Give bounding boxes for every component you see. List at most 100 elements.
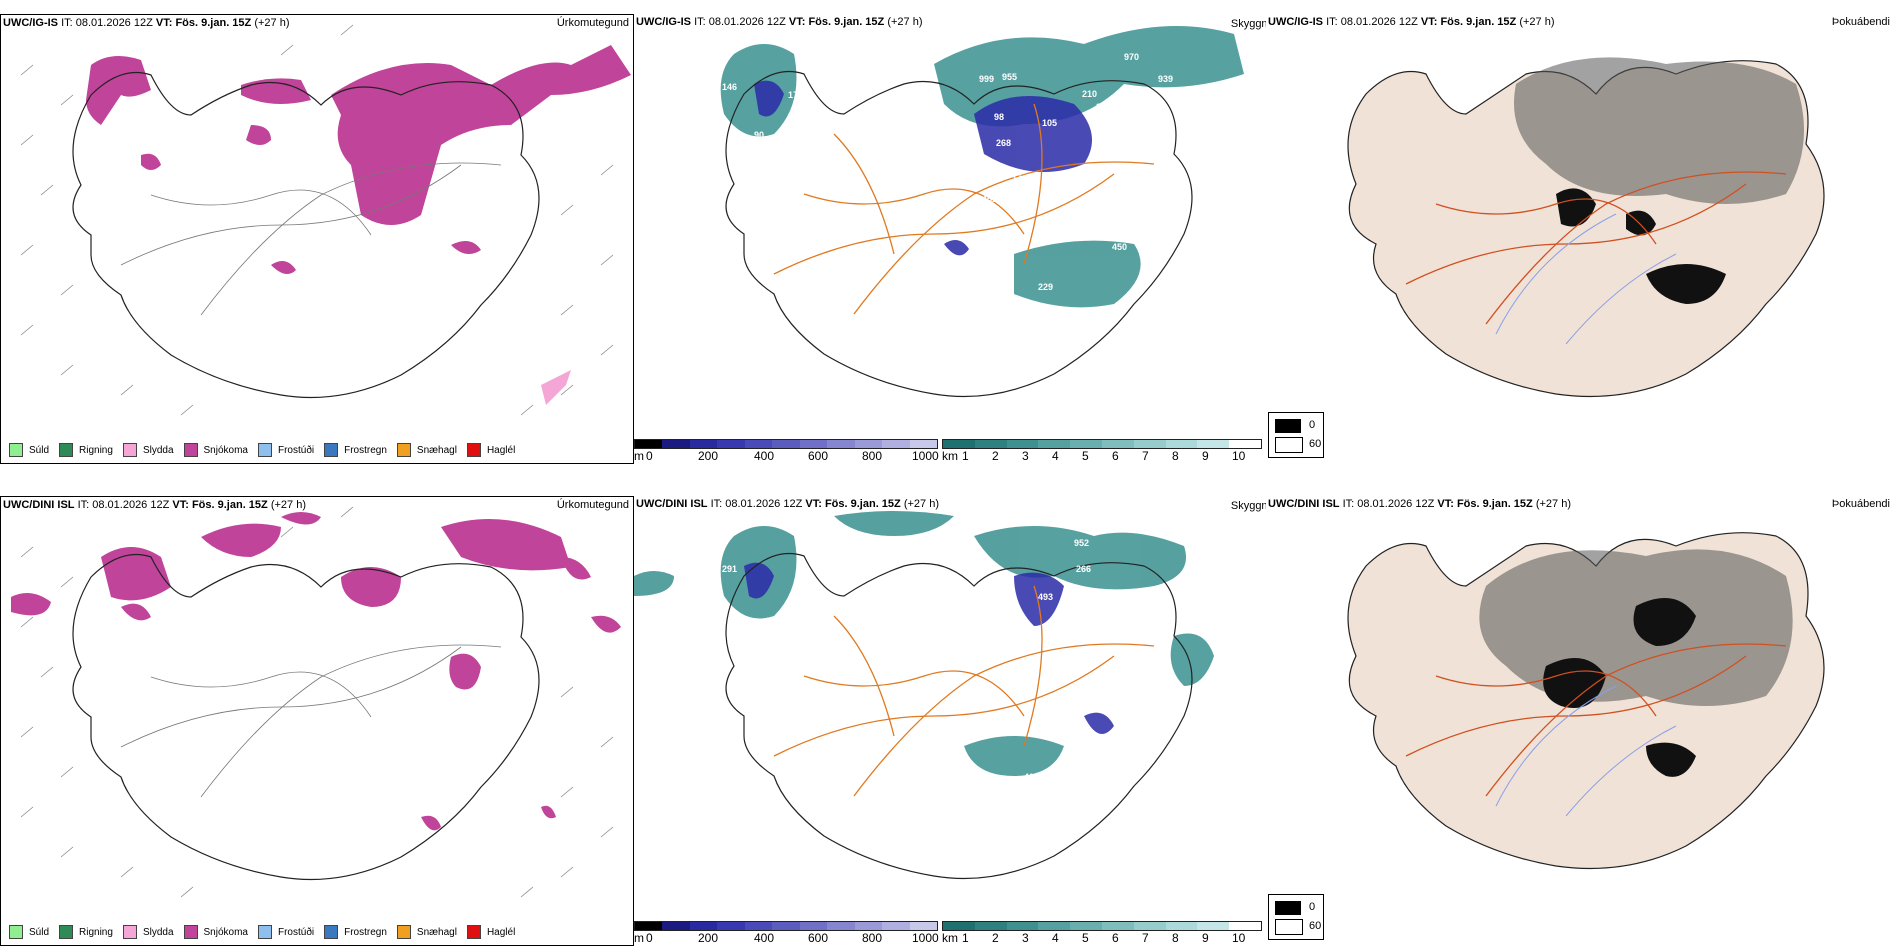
legend-swatch: [59, 443, 74, 457]
legend-swatch: [396, 443, 411, 457]
cbar-segment: [882, 440, 910, 448]
tick-label: 7: [1142, 931, 1149, 945]
legend-label: Frostregn: [344, 926, 387, 938]
legend-label: Frostregn: [344, 444, 387, 456]
height-label: 991: [646, 596, 662, 606]
tick-label: 800: [862, 449, 883, 463]
legend-label: Rigning: [79, 926, 113, 938]
cbar-segment: [943, 922, 975, 930]
cbar-segment: [689, 922, 718, 930]
fog-index-title: Þokuábendi: [1831, 16, 1890, 28]
cbar-segment: [974, 440, 1007, 448]
legend-label: Snæhagl: [416, 926, 457, 938]
tick-label: 7: [1142, 449, 1149, 463]
height-label: 283: [774, 144, 790, 154]
navy-areas: [754, 80, 1092, 256]
tick-label: 200: [698, 449, 719, 463]
legend-swatch: [396, 925, 411, 939]
cbar-segment: [1070, 440, 1102, 448]
height-label: 146: [1012, 174, 1028, 184]
tick-label: 600: [808, 931, 829, 945]
height-label: 935: [1224, 558, 1240, 568]
tick-label: 400: [754, 449, 775, 463]
cbar-segment: [1038, 922, 1071, 930]
height-label: 999: [979, 74, 995, 84]
cbar-segment: [772, 440, 800, 448]
panel-title-row2-precip: UWC/DINI ISL IT: 08.01.2026 12Z VT: Fös.…: [3, 499, 306, 511]
cbar-segment: [744, 440, 773, 448]
tick-label: 3: [1022, 931, 1029, 945]
visibility-title: Skyggni: [1230, 18, 1266, 30]
tick-label: 200: [698, 931, 719, 945]
legend-swatch: [9, 925, 23, 939]
height-label: 939: [1158, 74, 1174, 84]
height-label: 493: [1038, 592, 1054, 602]
legend-label: Haglél: [486, 444, 516, 456]
panel-title-row1-fog: UWC/IG-IS IT: 08.01.2026 12Z VT: Fös. 9.…: [1268, 16, 1555, 28]
cbar-segment: [1133, 440, 1166, 448]
legend-swatch: [59, 925, 74, 939]
cbar-segment: [635, 922, 663, 930]
rivers: [1495, 685, 1677, 817]
cbar-segment: [744, 922, 773, 930]
cbar-segment: [827, 922, 855, 930]
legend-swatch: [122, 925, 137, 939]
fog-map-row2: [1347, 532, 1825, 870]
tick-label: 0: [646, 449, 653, 463]
cbar-segment: [799, 922, 828, 930]
precip-panel-row2: UWC/DINI ISL IT: 08.01.2026 12Z VT: Fös.…: [0, 496, 634, 946]
fog-map-row1: [1347, 57, 1825, 398]
cbar-segment: [854, 440, 883, 448]
cbar-segment: [635, 440, 663, 448]
cbar-segment: [1101, 922, 1134, 930]
legend-label: Slydda: [142, 926, 174, 938]
legend-swatch: [466, 443, 481, 457]
cbar-segment: [1229, 922, 1261, 930]
precip-type-title: Úrkomutegund: [556, 499, 629, 511]
height-label: 90: [754, 130, 765, 140]
tick-label: 10: [1232, 931, 1246, 945]
tick-label: 400: [754, 931, 775, 945]
fog-black: [1543, 598, 1696, 777]
tick-label: 3: [1022, 449, 1029, 463]
precip-panel-row1: UWC/IG-IS IT: 08.01.2026 12Z VT: Fös. 9.…: [0, 14, 634, 464]
legend-swatch: [257, 443, 272, 457]
cbar-segment: [1006, 440, 1039, 448]
height-label: 146: [722, 82, 738, 92]
cbar-m-row1: m 0 200 400 600 800 1000: [634, 439, 939, 463]
height-label: 286: [980, 690, 996, 700]
cbar-km-row2: km 1 2 3 4 5 6 7 8 9 10: [942, 921, 1262, 945]
legend-label: Snæhagl: [416, 444, 457, 456]
cbar-segment: [1006, 922, 1039, 930]
legend-swatch: [122, 443, 137, 457]
legend-label: Snjókoma: [203, 926, 248, 938]
cbar-segment: [909, 922, 937, 930]
precip-legend-row2: Súld Rigning Slydda Snjókoma Frostúði Frostre…: [1, 925, 515, 939]
iceland-coast: [72, 553, 540, 881]
cbar-segment: [827, 440, 855, 448]
rivers: [1495, 213, 1677, 345]
visibility-title: Skyggni: [1230, 500, 1266, 512]
height-label: 278: [1096, 102, 1112, 112]
wind-barbs: [20, 24, 614, 416]
ceiling-panel-row2: 952 320 493 266 208 291 493 412 142 286 …: [634, 496, 1266, 946]
cbar-segment: [1197, 440, 1230, 448]
legend-label: Slydda: [142, 444, 174, 456]
cbar-segment: [1165, 922, 1198, 930]
tick-label: 800: [862, 931, 883, 945]
cbar-segment: [1229, 440, 1261, 448]
cbar-segment: [1101, 440, 1134, 448]
legend-label: Frostúði: [277, 444, 315, 456]
iceland-coast: [725, 70, 1193, 398]
legend-swatch: [324, 443, 339, 457]
height-label: 208: [1108, 598, 1124, 608]
cbar-unit: km: [942, 449, 958, 463]
precip-type-title: Úrkomutegund: [556, 17, 629, 29]
tick-label: 2: [992, 449, 999, 463]
fog-panel-row2: UWC/DINI ISL IT: 08.01.2026 12Z VT: Fös.…: [1266, 496, 1900, 896]
roads-red: [1405, 643, 1787, 797]
cbar-segment: [1197, 922, 1230, 930]
cbar-segment: [717, 440, 745, 448]
cbar-segment: [1070, 922, 1102, 930]
fog-legend-row2: 0 60: [1268, 894, 1324, 940]
